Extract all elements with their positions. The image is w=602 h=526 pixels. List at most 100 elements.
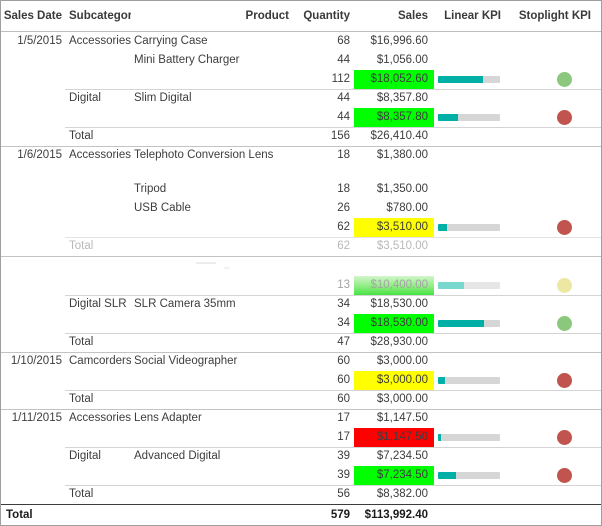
cell-product: Telephoto Conversion Lens xyxy=(134,149,274,161)
cell-sales: $3,510.00 xyxy=(376,240,428,252)
cell-sales: $1,056.00 xyxy=(376,54,428,66)
group-total-row: Total 60 $3,000.00 xyxy=(1,390,601,409)
cell-product xyxy=(131,127,289,146)
cell-sales: $1,147.50 xyxy=(376,412,428,424)
cell-sales-date xyxy=(1,180,65,199)
subtotal-row: 17 $1,147.50 xyxy=(1,428,601,447)
cell-linear-kpi xyxy=(434,89,506,108)
table-header-row: Sales Date Subcategory Product Quantity Sale… xyxy=(1,1,601,32)
cell-total-label: Total xyxy=(69,240,94,252)
cell-product: USB Cable xyxy=(134,202,191,214)
linear-kpi-bar xyxy=(438,320,500,327)
cell-linear-kpi xyxy=(434,447,506,466)
stoplight-indicator-green xyxy=(557,72,572,87)
table-row: 1/11/2015 Accessories Lens Adapter 17 $1,147… xyxy=(1,409,601,428)
cell-stoplight-kpi xyxy=(506,447,601,466)
column-header-sales: Sales xyxy=(397,9,428,22)
cell-sales: $18,530.00 xyxy=(370,298,428,310)
cell-subcategory xyxy=(65,256,131,276)
cell-sales: $3,510.00 xyxy=(354,218,434,237)
linear-kpi-bar xyxy=(438,224,500,231)
cell-stoplight-kpi xyxy=(506,89,601,108)
cell-quantity: 579 xyxy=(330,508,350,521)
cell-stoplight-kpi xyxy=(506,218,601,237)
cell-product xyxy=(131,314,289,333)
table-row: Digital Advanced Digital 39 $7,234.50 xyxy=(1,447,601,466)
cell-stoplight-kpi xyxy=(506,371,601,390)
cell-sales-date xyxy=(1,127,65,146)
cell-linear-kpi xyxy=(434,256,506,276)
cell-linear-kpi xyxy=(434,218,506,237)
linear-kpi-bar-fill xyxy=(438,282,465,289)
table-row: Digital Slim Digital 44 $8,357.80 xyxy=(1,89,601,108)
table-row: Digital SLR SLR Camera 35mm 34 $18,530.00 xyxy=(1,295,601,314)
cell-linear-kpi xyxy=(434,485,506,504)
subtotal-row: 112 $18,052.60 xyxy=(1,70,601,89)
subtotal-row: 62 $3,510.00 xyxy=(1,218,601,237)
cell-sales-date xyxy=(1,108,65,127)
cell-linear-kpi xyxy=(434,466,506,485)
cell-quantity: 44 xyxy=(337,111,350,123)
cell-sales: $8,357.80 xyxy=(376,92,428,104)
cell-linear-kpi xyxy=(434,314,506,333)
cell-sales-date xyxy=(1,256,65,276)
cell-sales xyxy=(354,256,434,276)
grand-total-row: Total 579 $113,992.40 xyxy=(1,504,601,525)
cell-sales: $3,000.00 xyxy=(376,355,428,367)
cell-quantity: 26 xyxy=(337,202,350,214)
cell-sales-date xyxy=(1,89,65,108)
cell-sales-date: 1/11/2015 xyxy=(11,412,62,424)
cell-quantity: 44 xyxy=(337,92,350,104)
cell-subcategory xyxy=(65,70,131,89)
linear-kpi-bar xyxy=(438,76,500,83)
stoplight-indicator-red xyxy=(557,430,572,445)
cell-stoplight-kpi xyxy=(506,390,601,409)
cell-linear-kpi xyxy=(434,409,506,428)
linear-kpi-bar-fill xyxy=(438,224,447,231)
group-total-row: Total 56 $8,382.00 xyxy=(1,485,601,504)
cell-sales-date xyxy=(1,447,65,466)
cell-quantity: 13 xyxy=(337,279,350,291)
cell-linear-kpi xyxy=(434,390,506,409)
stoplight-indicator-red xyxy=(557,373,572,388)
cell-subcategory: Camcorders xyxy=(69,355,131,367)
cell-stoplight-kpi xyxy=(506,504,601,525)
cell-quantity: 60 xyxy=(337,374,350,386)
cell-linear-kpi xyxy=(434,504,506,525)
subtotal-row: 44 $8,357.80 xyxy=(1,108,601,127)
group-total-row: Total 156 $26,410.40 xyxy=(1,127,601,146)
ghost-artifact xyxy=(196,262,216,264)
cell-subcategory xyxy=(65,199,131,218)
linear-kpi-bar-fill xyxy=(438,76,483,83)
cell-subcategory: Digital xyxy=(69,92,101,104)
stoplight-indicator-red xyxy=(557,110,572,125)
cell-stoplight-kpi xyxy=(506,428,601,447)
cell-quantity: 56 xyxy=(337,488,350,500)
cell-sales: $8,382.00 xyxy=(376,488,428,500)
cell-subcategory xyxy=(65,218,131,237)
cell-product xyxy=(131,466,289,485)
cell-linear-kpi xyxy=(434,237,506,256)
cell-product xyxy=(131,428,289,447)
cell-stoplight-kpi xyxy=(506,485,601,504)
cell-sales-date xyxy=(1,428,65,447)
cell-subcategory xyxy=(65,276,131,295)
cell-quantity: 39 xyxy=(337,450,350,462)
cell-sales: $1,147.50 xyxy=(354,428,434,447)
cell-stoplight-kpi xyxy=(506,295,601,314)
cell-subcategory: Digital SLR xyxy=(69,298,127,310)
ghost-row xyxy=(1,256,601,276)
cell-linear-kpi xyxy=(434,70,506,89)
table-row: USB Cable 26 $780.00 xyxy=(1,199,601,218)
cell-product xyxy=(131,237,289,256)
group-total-row: Total 47 $28,930.00 xyxy=(1,333,601,352)
cell-stoplight-kpi xyxy=(506,127,601,146)
cell-stoplight-kpi xyxy=(506,237,601,256)
linear-kpi-bar xyxy=(438,472,500,479)
cell-quantity: 156 xyxy=(330,130,350,142)
column-header-subcategory: Subcategory xyxy=(69,9,131,22)
cell-sales-date xyxy=(1,390,65,409)
cell-linear-kpi xyxy=(434,352,506,371)
cell-sales: $26,410.40 xyxy=(370,130,428,142)
